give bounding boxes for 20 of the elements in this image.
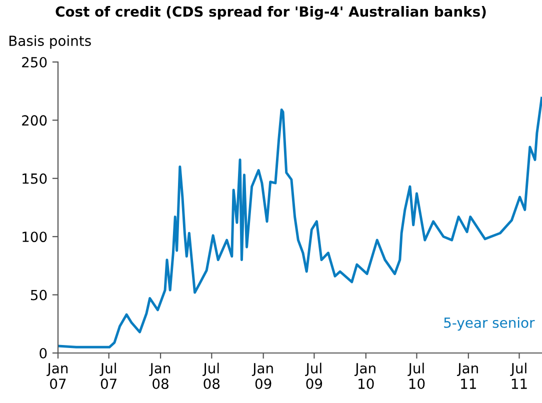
- x-tick-label: Jul 07: [100, 362, 116, 390]
- x-tick-label: Jan 09: [252, 363, 273, 390]
- x-tick-label: Jan 10: [354, 363, 376, 390]
- x-tick-label: Jul 11: [510, 362, 527, 389]
- x-tick-label: Jan 08: [149, 363, 170, 390]
- y-tick-label: 200: [22, 115, 47, 126]
- line-series: [58, 96, 542, 348]
- x-tick-label: Jan 07: [46, 363, 68, 390]
- x-tick-label: Jul 08: [202, 362, 220, 390]
- y-tick-label: 0: [40, 348, 47, 358]
- y-tick-label: 50: [30, 290, 47, 300]
- x-tick-label: Jul 09: [305, 362, 322, 390]
- x-tick-label: Jul 10: [408, 362, 425, 390]
- y-tick-label: 150: [22, 173, 47, 184]
- y-axis-title: Basis points: [9, 35, 91, 49]
- chart-title: Cost of credit (CDS spread for 'Big-4' Australian banks): [56, 6, 486, 20]
- y-tick-label: 100: [22, 232, 47, 242]
- text: 5-year senior: [444, 317, 535, 331]
- y-tick-label: 250: [22, 56, 47, 68]
- x-tick-label: Jan 11: [456, 363, 478, 389]
